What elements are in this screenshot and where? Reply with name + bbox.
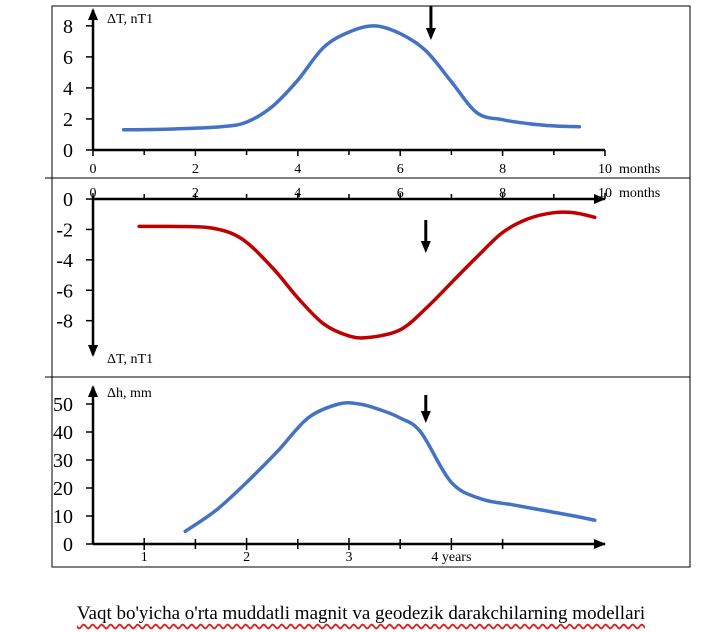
y-tick-label: -8 xyxy=(56,311,73,333)
y-tick-label: 40 xyxy=(53,422,73,444)
x-tick-label: 0 xyxy=(90,162,97,177)
event-arrow-head xyxy=(420,241,431,253)
x-axis-title: months xyxy=(619,162,660,177)
x-axis-title: months xyxy=(619,186,660,201)
series-line xyxy=(183,401,597,534)
y-axis-arrowhead xyxy=(88,8,98,20)
x-tick-label: 8 xyxy=(499,186,506,201)
y-tick-label: 30 xyxy=(53,450,73,472)
x-tick-label: 10 xyxy=(598,162,612,177)
y-axis-title: ΔT, nT1 xyxy=(107,352,153,367)
figure-border xyxy=(51,5,691,568)
x-tick-label: 1 xyxy=(141,550,148,565)
x-tick-label: 6 xyxy=(397,186,404,201)
x-tick-label: 10 xyxy=(598,186,612,201)
panel-magnetic-positive: 0 2 4 6 8 10 months 0 2 4 6 8 ΔT, nT1 xyxy=(63,6,660,177)
x-tick-label: 0 xyxy=(90,186,97,201)
y-tick-label: -4 xyxy=(56,250,73,272)
y-tick-label: 10 xyxy=(53,506,73,528)
x-tick-label: 2 xyxy=(243,550,250,565)
x-tick-label: 4 xyxy=(294,186,301,201)
event-arrow-head xyxy=(420,411,431,423)
x-tick-label: 4 xyxy=(294,162,301,177)
x-tick-label: 6 xyxy=(397,162,404,177)
x-tick-label: 3 xyxy=(346,550,353,565)
event-arrow-head xyxy=(425,28,436,40)
y-tick-label: 0 xyxy=(63,534,73,556)
x-axis-arrowhead xyxy=(594,539,606,549)
x-tick-label: 2 xyxy=(192,162,199,177)
y-axis-arrowhead xyxy=(88,345,98,357)
series-line xyxy=(121,24,582,132)
y-axis-title: Δh, mm xyxy=(107,386,152,401)
y-tick-label: 6 xyxy=(63,47,73,69)
caption-text: Vaqt bo'yicha o'rta muddatli magnit va g… xyxy=(76,603,646,624)
figure-caption: Vaqt bo'yicha o'rta muddatli magnit va g… xyxy=(0,603,722,625)
y-tick-label: 0 xyxy=(63,140,73,162)
x-tick-label: 4 years xyxy=(431,550,471,565)
y-tick-label: 8 xyxy=(63,16,73,38)
x-tick-label: 2 xyxy=(192,186,199,201)
panel-magnetic-negative: 0 2 4 6 8 10 months 0 -2 -4 -6 -8 ΔT, nT1 xyxy=(56,186,660,367)
y-tick-label: 50 xyxy=(53,394,73,416)
x-axis-arrowhead xyxy=(594,194,606,204)
y-tick-label: 20 xyxy=(53,478,73,500)
x-tick-label: 8 xyxy=(499,162,506,177)
y-tick-label: 4 xyxy=(63,78,73,100)
y-tick-label: -6 xyxy=(56,280,73,302)
y-tick-label: 0 xyxy=(63,189,73,211)
series-line xyxy=(137,210,597,340)
panel-geodetic: 1 2 3 4 years 0 10 20 30 40 50 Δh, mm xyxy=(53,385,606,565)
y-axis-title: ΔT, nT1 xyxy=(107,12,153,27)
y-tick-label: 2 xyxy=(63,109,73,131)
y-tick-label: -2 xyxy=(56,219,73,241)
y-axis-arrowhead xyxy=(88,385,98,397)
